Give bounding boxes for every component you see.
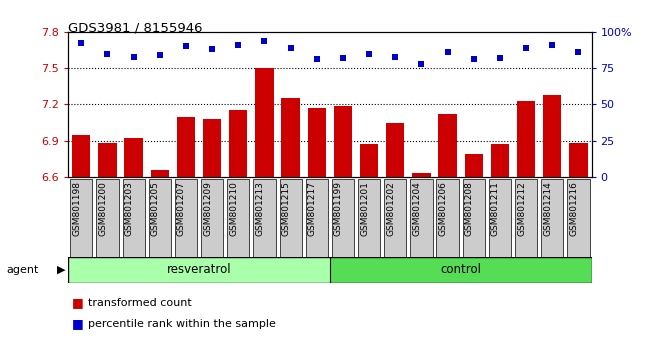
Bar (465, 154, 483, 177)
Text: GSM801214: GSM801214 (543, 181, 552, 236)
Text: GDS3981 / 8155946: GDS3981 / 8155946 (68, 21, 203, 34)
FancyBboxPatch shape (541, 179, 564, 258)
FancyBboxPatch shape (123, 179, 145, 258)
Point (495, 55, 505, 61)
FancyBboxPatch shape (254, 179, 276, 258)
Point (469, 57, 479, 62)
Text: GSM801213: GSM801213 (255, 181, 265, 236)
Point (155, 52, 165, 58)
Point (102, 51, 112, 57)
Text: GSM801204: GSM801204 (413, 181, 421, 236)
Bar (517, 101, 535, 177)
FancyBboxPatch shape (149, 179, 171, 258)
FancyBboxPatch shape (306, 179, 328, 258)
Bar (255, 68, 274, 177)
Text: control: control (440, 263, 481, 276)
FancyBboxPatch shape (280, 179, 302, 258)
Text: GSM801205: GSM801205 (151, 181, 160, 236)
Point (285, 45, 296, 51)
FancyBboxPatch shape (489, 179, 511, 258)
Text: GSM801203: GSM801203 (125, 181, 134, 236)
Text: GSM801209: GSM801209 (203, 181, 212, 236)
Bar (98, 143, 116, 177)
Text: GSM801210: GSM801210 (229, 181, 239, 236)
Bar (229, 110, 248, 177)
FancyBboxPatch shape (332, 179, 354, 258)
Bar (281, 98, 300, 177)
Bar (569, 143, 588, 177)
Text: ■: ■ (72, 296, 83, 309)
Point (311, 57, 322, 62)
Text: agent: agent (6, 265, 39, 275)
Point (76, 41, 86, 46)
Bar (360, 144, 378, 177)
FancyBboxPatch shape (70, 179, 92, 258)
Text: GSM801212: GSM801212 (517, 181, 526, 236)
Bar (491, 144, 509, 177)
Point (390, 54, 400, 59)
FancyBboxPatch shape (96, 179, 118, 258)
Point (207, 46, 217, 52)
Point (547, 42, 558, 48)
Point (443, 49, 453, 55)
FancyBboxPatch shape (515, 179, 537, 258)
FancyBboxPatch shape (463, 179, 485, 258)
Text: GSM801207: GSM801207 (177, 181, 186, 236)
Text: GSM801198: GSM801198 (72, 181, 81, 236)
Text: GSM801217: GSM801217 (308, 181, 317, 236)
Text: resveratrol: resveratrol (167, 263, 231, 276)
Bar (68, 257, 330, 283)
FancyBboxPatch shape (437, 179, 459, 258)
Text: GSM801215: GSM801215 (281, 181, 291, 236)
Bar (330, 257, 592, 283)
Bar (72, 135, 90, 177)
Bar (203, 119, 221, 177)
Text: GSM801202: GSM801202 (386, 181, 395, 236)
Text: transformed count: transformed count (88, 298, 192, 308)
Text: ■: ■ (72, 318, 83, 330)
FancyBboxPatch shape (175, 179, 197, 258)
Bar (307, 108, 326, 177)
Bar (125, 138, 143, 177)
Text: GSM801201: GSM801201 (360, 181, 369, 236)
Text: GSM801216: GSM801216 (569, 181, 578, 236)
FancyBboxPatch shape (358, 179, 380, 258)
Text: GSM801208: GSM801208 (465, 181, 474, 236)
Point (521, 45, 531, 51)
Point (181, 44, 191, 49)
FancyBboxPatch shape (384, 179, 406, 258)
Text: GSM801200: GSM801200 (99, 181, 107, 236)
FancyBboxPatch shape (227, 179, 250, 258)
Bar (386, 122, 404, 177)
Text: ▶: ▶ (57, 265, 65, 275)
Bar (151, 170, 169, 177)
Text: percentile rank within the sample: percentile rank within the sample (88, 319, 276, 329)
FancyBboxPatch shape (567, 179, 590, 258)
Bar (543, 95, 562, 177)
Point (259, 38, 270, 44)
Text: GSM801199: GSM801199 (334, 181, 343, 236)
Text: GSM801206: GSM801206 (439, 181, 448, 236)
Text: GSM801211: GSM801211 (491, 181, 500, 236)
FancyBboxPatch shape (201, 179, 223, 258)
Point (364, 51, 374, 57)
FancyBboxPatch shape (410, 179, 432, 258)
Bar (439, 114, 457, 177)
Point (129, 54, 139, 59)
Point (416, 61, 426, 67)
Bar (412, 173, 430, 177)
Bar (177, 116, 195, 177)
Point (573, 49, 584, 55)
Point (233, 42, 244, 48)
Bar (334, 105, 352, 177)
Point (338, 55, 348, 61)
